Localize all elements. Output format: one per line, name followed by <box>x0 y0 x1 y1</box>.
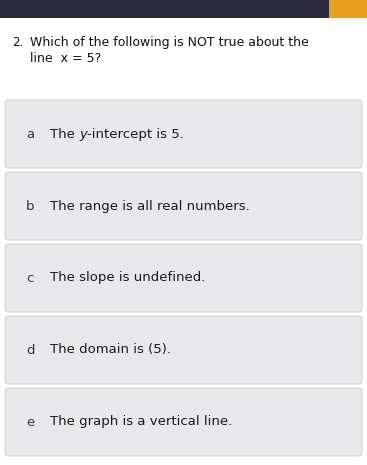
FancyBboxPatch shape <box>5 244 362 312</box>
Text: a: a <box>26 127 34 140</box>
Bar <box>329 0 367 18</box>
Text: b: b <box>26 199 34 213</box>
Text: e: e <box>26 416 34 429</box>
Text: -intercept is 5.: -intercept is 5. <box>87 127 184 140</box>
Text: y: y <box>79 127 87 140</box>
Text: c: c <box>26 272 33 285</box>
Text: The range is all real numbers.: The range is all real numbers. <box>50 199 250 213</box>
FancyBboxPatch shape <box>5 316 362 384</box>
Text: The slope is undefined.: The slope is undefined. <box>50 272 206 285</box>
FancyBboxPatch shape <box>5 100 362 168</box>
Text: The graph is a vertical line.: The graph is a vertical line. <box>50 416 232 429</box>
Text: 2.: 2. <box>12 36 23 49</box>
Text: Which of the following is NOT true about the: Which of the following is NOT true about… <box>30 36 309 49</box>
Bar <box>0 0 367 18</box>
Text: line  x = 5?: line x = 5? <box>30 52 101 65</box>
FancyBboxPatch shape <box>5 388 362 456</box>
FancyBboxPatch shape <box>5 172 362 240</box>
Text: The: The <box>50 127 79 140</box>
Text: The domain is (5).: The domain is (5). <box>50 344 171 357</box>
Text: d: d <box>26 344 34 357</box>
